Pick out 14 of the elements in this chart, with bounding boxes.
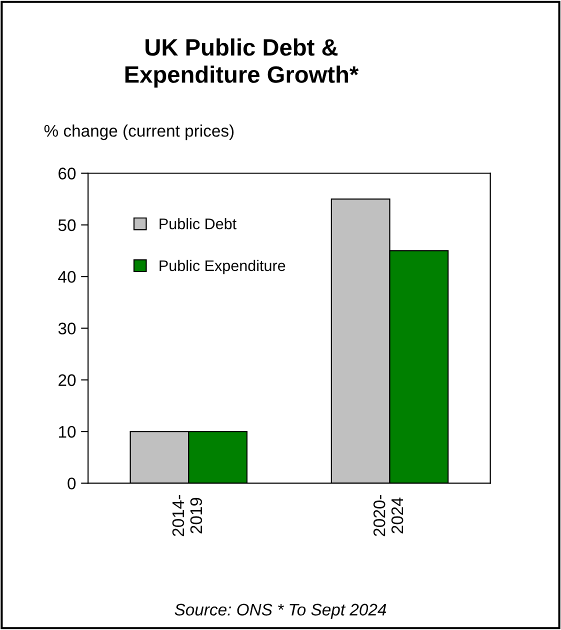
legend-label: Public Expenditure	[160, 260, 286, 274]
source-note: Source: ONS * To Sept 2024	[174, 604, 386, 619]
chart-title: UK Public Debt & Expenditure Growth*	[125, 38, 359, 88]
y-tick-label: 30	[58, 322, 76, 334]
x-tick-label: 2014- 2019	[172, 495, 202, 536]
y-tick-label: 60	[58, 168, 76, 180]
y-tick-label: 50	[58, 219, 76, 232]
x-tick-label: 2020- 2024	[373, 495, 404, 536]
legend-label: Public Debt	[160, 218, 236, 230]
y-tick-label: 0	[68, 478, 76, 490]
y-tick-label: 10	[59, 426, 76, 438]
y-axis-title: % change (current prices)	[44, 124, 234, 140]
y-tick-label: 20	[58, 374, 76, 386]
y-tick-label: 40	[58, 270, 76, 283]
